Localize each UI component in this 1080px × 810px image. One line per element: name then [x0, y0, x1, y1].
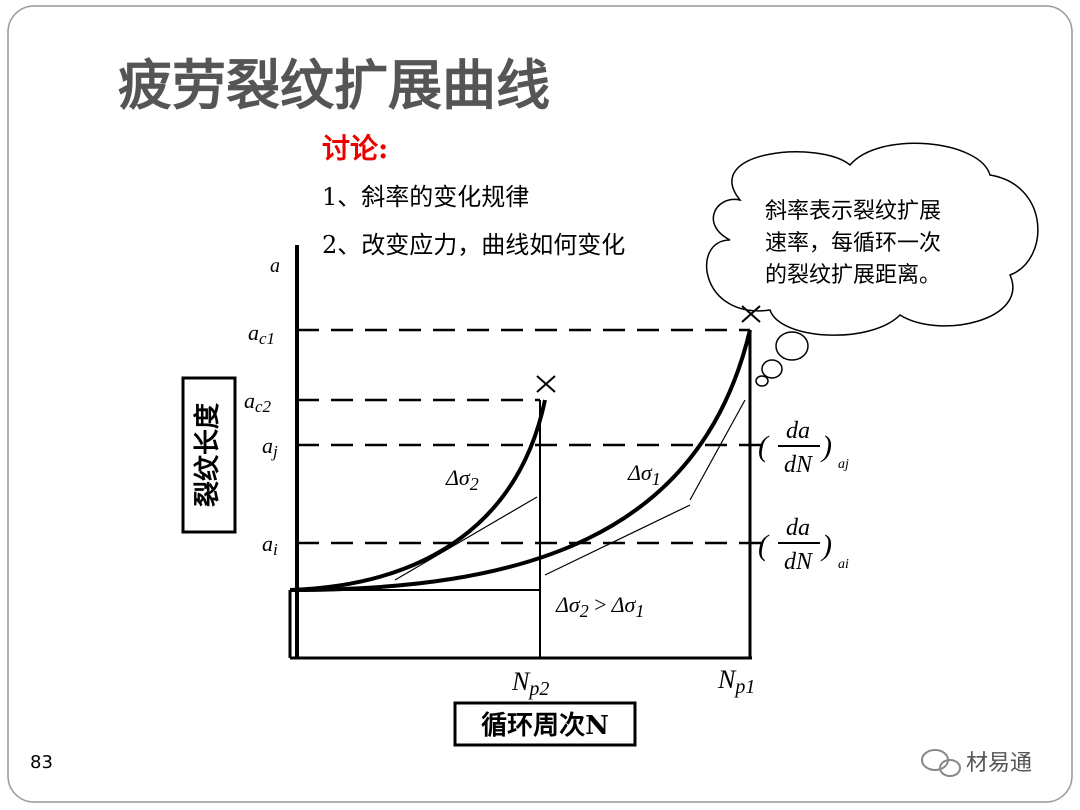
- subscript: 1: [652, 469, 661, 489]
- paren: (: [758, 430, 770, 463]
- paren: (: [758, 529, 770, 562]
- callout-text: 的裂纹扩展距离。: [765, 263, 941, 288]
- discussion-item: 1、斜率的变化规律: [322, 183, 529, 211]
- symbol: a: [262, 531, 273, 556]
- y-axis-title-box: [181, 376, 237, 534]
- subscript: 2: [470, 474, 479, 494]
- discussion-item: 2、改变应力，曲线如何变化: [322, 231, 625, 259]
- subscript: ai: [838, 557, 849, 572]
- comparison-label: Δσ2 > Δσ1: [555, 592, 644, 621]
- subscript: 2: [580, 601, 589, 621]
- symbol: Δσ: [611, 592, 637, 617]
- subscript: c2: [255, 397, 272, 416]
- curve-label: Δσ1: [627, 460, 661, 489]
- page-number: 83: [30, 752, 53, 773]
- symbol: N: [511, 667, 531, 696]
- subscript: j: [271, 442, 278, 461]
- slide-title: 疲劳裂纹扩展曲线: [118, 54, 550, 117]
- paren: ): [820, 430, 832, 463]
- level-label: aj: [262, 433, 278, 461]
- watermark: 材易通: [966, 751, 1032, 776]
- subscript: aj: [838, 457, 849, 472]
- symbol: a: [244, 388, 255, 413]
- watermark-icon: [921, 749, 961, 777]
- x-axis-title: 循环周次N: [481, 711, 609, 741]
- x-mark-label: Np1: [717, 665, 755, 698]
- x-axis-title-box: [453, 701, 637, 747]
- level-label: ai: [262, 531, 278, 559]
- symbol: Δσ: [445, 465, 471, 490]
- curve-label: Δσ2: [445, 465, 479, 494]
- paren: ): [820, 529, 832, 562]
- numerator: da: [786, 515, 810, 541]
- subscript: p1: [733, 676, 755, 698]
- numerator: da: [786, 418, 810, 444]
- rate-label: ( da dN ) aj: [758, 418, 849, 478]
- subscript: 1: [635, 601, 644, 621]
- subscript: p2: [527, 678, 549, 700]
- rate-label: ( da dN ) ai: [758, 515, 849, 575]
- x-mark-label: Np2: [511, 667, 549, 700]
- denominator: dN: [784, 452, 814, 478]
- symbol: Δσ: [555, 592, 581, 617]
- symbol: a: [248, 320, 259, 345]
- discussion-heading: 讨论:: [322, 132, 388, 165]
- y-axis-symbol: a: [270, 255, 280, 277]
- symbol: Δσ: [627, 460, 653, 485]
- symbol: a: [262, 433, 273, 458]
- callout-cloud: [705, 142, 1039, 387]
- subscript: i: [273, 540, 278, 559]
- y-axis-title: 裂纹长度: [192, 403, 223, 507]
- denominator: dN: [784, 549, 814, 575]
- symbol: N: [717, 665, 737, 694]
- diagram-frame: [288, 245, 765, 660]
- subscript: c1: [259, 329, 275, 348]
- callout-text: 斜率表示裂纹扩展: [765, 199, 941, 224]
- operator: >: [593, 592, 608, 617]
- level-label: ac2: [244, 388, 272, 416]
- level-label: ac1: [248, 320, 275, 348]
- callout-text: 速率，每循环一次: [765, 231, 941, 256]
